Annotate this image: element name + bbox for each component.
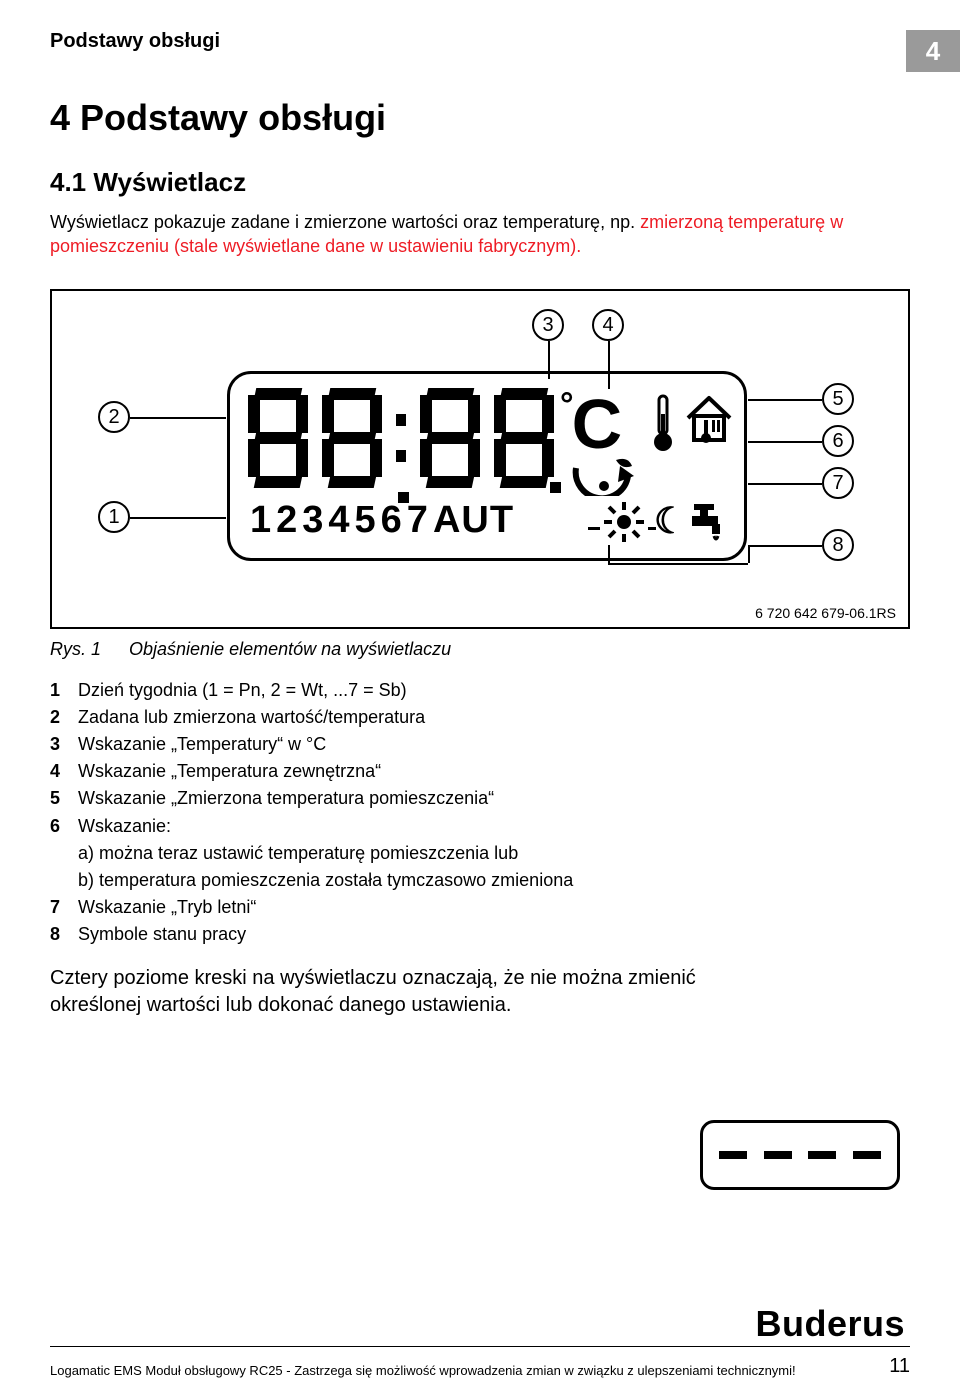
days-row: 1234567AUT	[250, 499, 514, 542]
figure-display: 2 1 3 4 5 6 7 8	[50, 289, 910, 629]
callout-3: 3	[532, 309, 564, 341]
figure-label: Rys. 1	[50, 639, 101, 660]
sun-icon	[602, 500, 646, 544]
seven-seg-digits	[246, 388, 556, 488]
section-title: 4.1 Wyświetlacz	[50, 167, 910, 198]
chapter-title: 4 Podstawy obsługi	[50, 97, 910, 139]
house-icon	[682, 392, 736, 446]
leaf-arc-icon	[568, 456, 638, 496]
callout-6: 6	[822, 425, 854, 457]
callout-1: 1	[98, 501, 130, 533]
callout-2: 2	[98, 401, 130, 433]
bottom-paragraph: Cztery poziome kreski na wyświetlaczu oz…	[50, 965, 730, 1019]
page-footer: Logamatic EMS Moduł obsługowy RC25 - Zas…	[50, 1346, 910, 1378]
callout-5: 5	[822, 383, 854, 415]
brand-logo: Buderus	[755, 1303, 905, 1345]
tap-icon	[686, 500, 730, 544]
intro-line1: Wyświetlacz pokazuje zadane i zmierzone …	[50, 212, 640, 232]
callout-7: 7	[822, 467, 854, 499]
figure-caption: Rys. 1 Objaśnienie elementów na wyświetl…	[50, 639, 910, 660]
moon-icon: ☾	[654, 500, 686, 542]
celsius-icon: °C	[560, 384, 618, 464]
footer-text: Logamatic EMS Moduł obsługowy RC25 - Zas…	[50, 1363, 796, 1378]
figure-ref: 6 720 642 679-06.1RS	[755, 605, 896, 621]
running-head: Podstawy obsługi	[50, 30, 220, 53]
lcd-frame: °C 1234567AUT	[227, 371, 747, 561]
dash-display	[700, 1120, 900, 1190]
legend-list: 1Dzień tygodnia (1 = Pn, 2 = Wt, ...7 = …	[50, 678, 910, 948]
figure-caption-text: Objaśnienie elementów na wyświetlaczu	[129, 639, 451, 660]
callout-4: 4	[592, 309, 624, 341]
intro-paragraph: Wyświetlacz pokazuje zadane i zmierzone …	[50, 210, 910, 259]
page-number: 11	[889, 1355, 910, 1378]
callout-8: 8	[822, 529, 854, 561]
chapter-badge: 4	[906, 30, 960, 72]
thermometer-icon	[650, 394, 676, 454]
